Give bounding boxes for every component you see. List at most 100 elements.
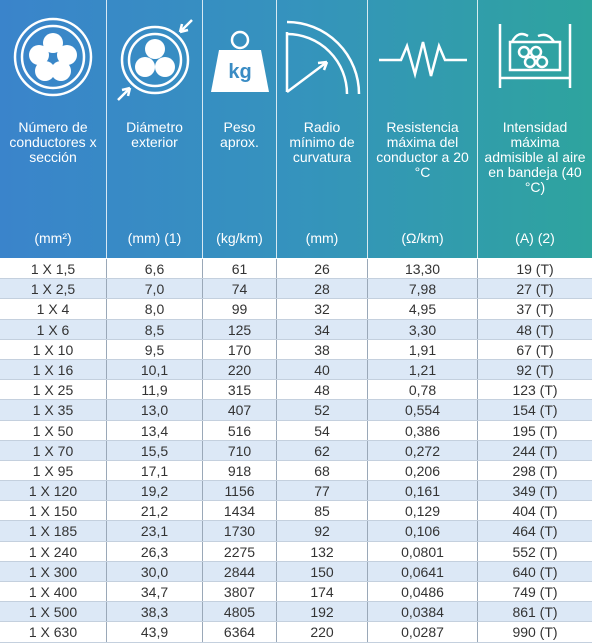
table-cell: 990 (T) (512, 624, 558, 641)
table-cell: 1 X 4 (0, 299, 107, 319)
table-cell: 92 (277, 521, 368, 541)
table-cell: 15,5 (107, 440, 203, 460)
icon-diameter (116, 19, 193, 101)
table-row: 1 X 240 26,3 2275 132 0,0801 552 (T) (0, 541, 592, 562)
table-cell: 34 (277, 319, 368, 339)
table-row: 1 X 120 19,2 1156 77 0,161 349 (T) (0, 481, 592, 502)
table-cell: 749 (T) (512, 584, 558, 600)
table-cell: 1156 (203, 481, 277, 501)
table-row: 1 X 95 17,1 918 68 0,206 298 (T) (0, 460, 592, 482)
column-unit: (kg/km) (216, 230, 263, 246)
table-cell: 1 X 120 (0, 481, 107, 501)
table-cell: 154 (T) (512, 402, 558, 419)
table-cell: 13,30 (368, 259, 478, 279)
table-row: 1 X 2,5 7,0 74 28 7,98 27 (T) (0, 279, 592, 300)
table-cell: 61 (203, 259, 277, 279)
table-cell: 1 X 2,5 (0, 279, 107, 299)
table-cell: 8,5 (107, 319, 203, 339)
table-row: 1 X 185 23,1 1730 92 0,106 464 (T) (0, 521, 592, 542)
table-cell: 21,2 (107, 501, 203, 521)
table-cell: 4805 (203, 602, 277, 622)
column-unit: (Ω/km) (401, 230, 444, 246)
table-cell: 1730 (203, 521, 277, 541)
table-cell: 195 (T) (512, 422, 558, 439)
table-cell: 0,0801 (368, 541, 478, 561)
table-cell: 170 (203, 339, 277, 359)
table-cell: 27 (T) (516, 281, 554, 298)
table-cell: 0,129 (368, 501, 478, 521)
table-cell: 315 (203, 380, 277, 400)
table-cell: 1 X 10 (0, 339, 107, 359)
header-cell: Diámetro exterior (mm) (1) (107, 0, 203, 258)
table-cell: 13,0 (107, 400, 203, 420)
table-cell: 132 (277, 541, 368, 561)
table-cell: 1 X 400 (0, 582, 107, 602)
table-cell: 918 (203, 460, 277, 481)
column-unit: (mm) (1) (127, 230, 182, 246)
table-cell: 6364 (203, 622, 277, 642)
header-cell: Resistencia máxima del conductor a 20 °C… (368, 0, 478, 258)
table-cell: 48 (277, 380, 368, 400)
table-cell: 516 (203, 420, 277, 440)
table-cell: 464 (T) (512, 523, 558, 540)
table-body: 1 X 1,5 6,6 61 26 13,30 19 (T) 1 X 2,5 7,0 74 28 7… (0, 259, 592, 643)
table-row: 1 X 16 10,1 220 40 1,21 92 (T) (0, 359, 592, 381)
table-cell: 192 (277, 602, 368, 622)
column-title: Intensidad máxima admisible al aire en b… (484, 119, 586, 195)
table-cell: 0,554 (368, 400, 478, 420)
table-row: 1 X 35 13,0 407 52 0,554 154 (T) (0, 400, 592, 421)
table-row: 1 X 50 13,4 516 54 0,386 195 (T) (0, 420, 592, 441)
table-cell: 2844 (203, 561, 277, 581)
table-cell: 52 (277, 400, 368, 420)
header-cell: Radio mínimo de curvatura (mm) (277, 0, 368, 258)
table-cell: 74 (203, 279, 277, 299)
table-cell: 32 (277, 299, 368, 319)
table-cell: 85 (277, 501, 368, 521)
table-cell: 298 (T) (512, 462, 558, 479)
icon-tray (498, 24, 572, 88)
table-cell: 38,3 (107, 602, 203, 622)
table-cell: 640 (T) (512, 563, 558, 580)
table-cell: 1 X 50 (0, 420, 107, 440)
table-cell: 0,0287 (368, 622, 478, 642)
table-cell: 6,6 (107, 259, 203, 279)
table-cell: 349 (T) (512, 483, 558, 500)
table-cell: 17,1 (107, 460, 203, 481)
table-cell: 3807 (203, 582, 277, 602)
table-cell: 244 (T) (512, 442, 558, 459)
table-row: 1 X 4 8,0 99 32 4,95 37 (T) (0, 299, 592, 320)
table-row: 1 X 6 8,5 125 34 3,30 48 (T) (0, 319, 592, 340)
table-cell: 1,21 (368, 359, 478, 380)
table-cell: 0,78 (368, 380, 478, 400)
table-cell: 407 (203, 400, 277, 420)
table-cell: 92 (T) (516, 361, 554, 378)
table-cell: 34,7 (107, 582, 203, 602)
table-cell: 1 X 185 (0, 521, 107, 541)
table-cell: 0,106 (368, 521, 478, 541)
table-row: 1 X 25 11,9 315 48 0,78 123 (T) (0, 380, 592, 401)
table-cell: 0,386 (368, 420, 478, 440)
table-cell: 13,4 (107, 420, 203, 440)
table-cell: 19 (T) (516, 261, 554, 277)
table-cell: 1 X 630 (0, 622, 107, 642)
table-cell: 0,272 (368, 440, 478, 460)
table-cell: 1 X 6 (0, 319, 107, 339)
table-cell: 1434 (203, 501, 277, 521)
table-cell: 19,2 (107, 481, 203, 501)
table-cell: 11,9 (107, 380, 203, 400)
column-unit: (mm) (305, 230, 339, 246)
table-cell: 54 (277, 420, 368, 440)
table-row: 1 X 300 30,0 2844 150 0,0641 640 (T) (0, 561, 592, 582)
table-cell: 404 (T) (512, 503, 558, 520)
icon-label: kg (228, 61, 251, 83)
table-cell: 1 X 1,5 (0, 259, 107, 279)
table-cell: 62 (277, 440, 368, 460)
table-cell: 552 (T) (512, 543, 558, 560)
table-cell: 3,30 (368, 319, 478, 339)
table-cell: 220 (203, 359, 277, 380)
table-cell: 1,91 (368, 339, 478, 359)
table-row: 1 X 500 38,3 4805 192 0,0384 861 (T) (0, 602, 592, 623)
table-cell: 26 (277, 259, 368, 279)
table-cell: 7,0 (107, 279, 203, 299)
column-title: Número de conductores x sección (9, 119, 97, 165)
